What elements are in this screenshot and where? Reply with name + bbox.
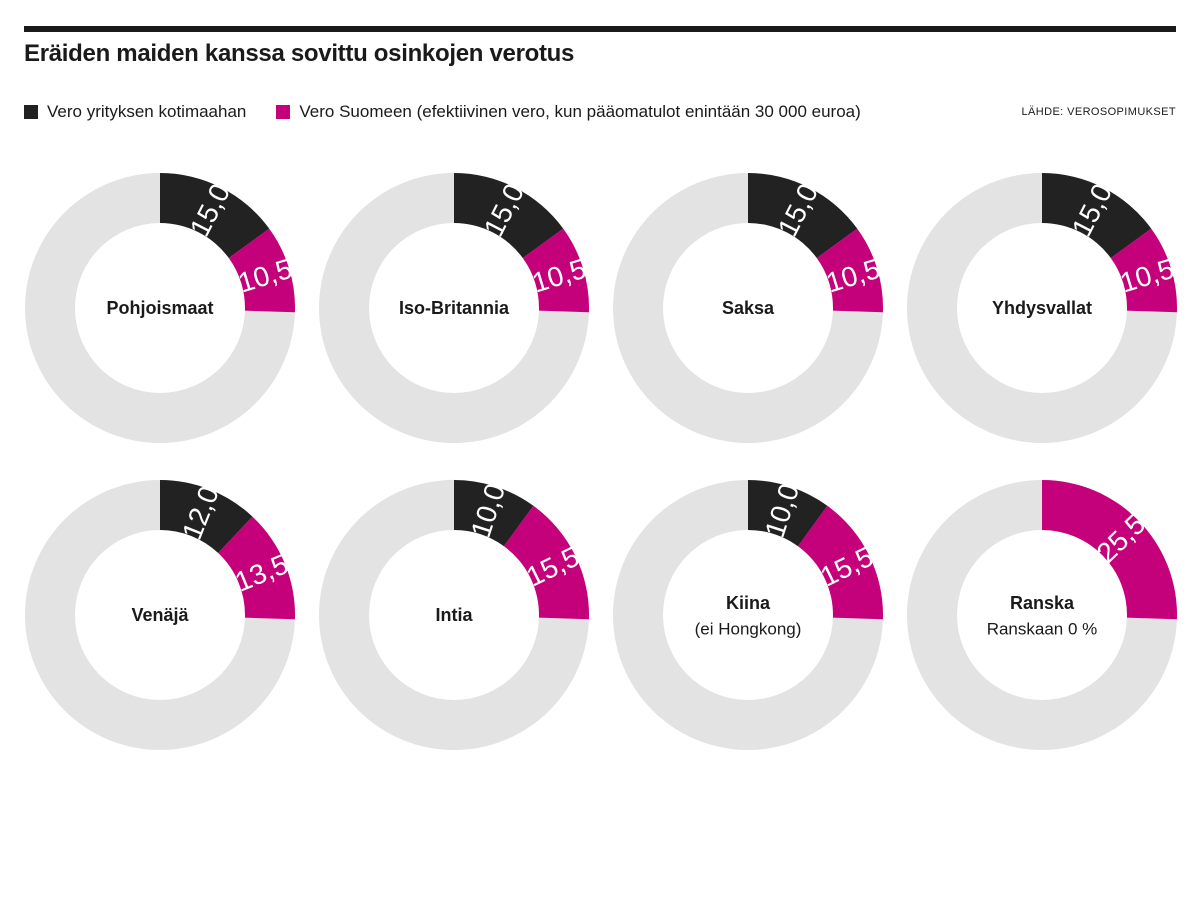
finland-tax-slice-ranska [1042,480,1178,620]
finland-tax-slice-venäjä [218,516,295,620]
legend-item-finland-tax: Vero Suomeen (efektiivinen vero, kun pää… [276,102,861,122]
donut-saksa [613,173,884,443]
legend-swatch-home-tax [24,105,38,119]
home-tax-slice-kiina [748,480,828,547]
country-label-saksa: Saksa [722,298,775,318]
source-note: LÄHDE: VEROSOPIMUKSET [1021,106,1176,118]
finland-tax-slice-pohjoismaat [228,228,295,313]
country-label-venäjä: Venäjä [131,605,189,625]
donut-iso-britannia [318,172,590,444]
donut-intia [318,479,589,751]
finland-tax-slice-saksa [816,228,884,313]
top-rule [24,26,1176,32]
home-tax-slice-pohjoismaat [160,173,270,259]
country-label-iso-britannia: Iso-Britannia [399,298,510,318]
legend-swatch-finland-tax [276,105,291,119]
legend-label-home-tax: Vero yrityksen kotimaahan [47,102,247,121]
country-label-yhdysvallat: Yhdysvallat [992,298,1092,318]
donut-kiina [613,480,883,750]
donut-venäjä [25,480,295,750]
home-tax-slice-venäjä [160,480,253,554]
country-label-intia: Intia [435,605,473,625]
legend-item-home-tax: Vero yrityksen kotimaahan [24,102,246,122]
finland-tax-slice-iso-britannia [522,228,590,313]
legend-label-finland-tax: Vero Suomeen (efektiivinen vero, kun pää… [299,102,861,121]
donut-yhdysvallat [907,173,1177,443]
home-tax-slice-saksa [748,173,858,259]
country-label-ranska: Ranska [1010,593,1075,613]
chart-title: Eräiden maiden kanssa sovittu osinkojen … [24,40,575,67]
country-label-pohjoismaat: Pohjoismaat [106,298,213,318]
donut-pohjoismaat [25,173,295,443]
country-label-kiina: Kiina [726,593,771,613]
finland-tax-slice-kiina [797,505,883,620]
finland-tax-slice-yhdysvallat [1110,228,1177,313]
country-note-kiina: (ei Hongkong) [695,620,802,639]
donut-ranska [907,480,1178,750]
home-tax-slice-iso-britannia [454,173,564,259]
home-tax-slice-yhdysvallat [1042,173,1152,259]
country-note-ranska: Ranskaan 0 % [987,620,1098,639]
finland-tax-slice-intia [503,505,589,620]
legend: Vero yrityksen kotimaahan Vero Suomeen (… [24,100,891,124]
home-tax-slice-intia [454,480,534,547]
